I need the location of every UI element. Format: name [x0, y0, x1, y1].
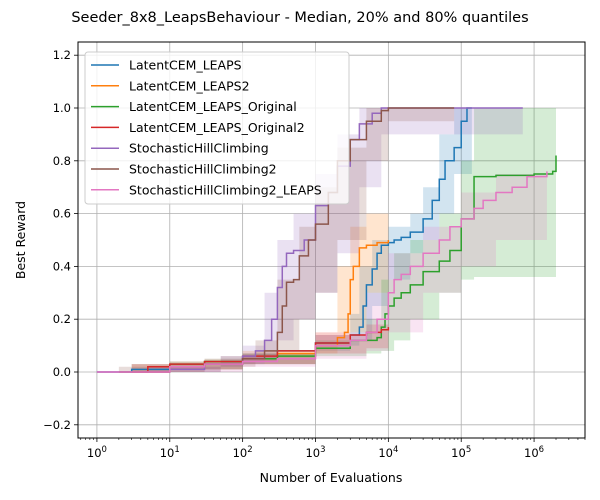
y-tick-label: 0.8 [53, 154, 71, 168]
x-axis-ticks: 100 101 102 103 104 105 106 [80, 438, 586, 460]
x-tick-label: 104 [378, 445, 398, 460]
legend-label: StochasticHillClimbing2 [129, 162, 277, 177]
x-tick-label: 100 [87, 445, 107, 460]
legend-label: LatentCEM_LEAPS_Original [129, 99, 297, 114]
y-tick-label: 1.2 [53, 48, 71, 62]
y-tick-label: 0.6 [53, 207, 71, 221]
y-tick-label: 0.0 [53, 365, 71, 379]
band-stochastichillclimbing2 [118, 108, 455, 372]
legend-frame [84, 51, 350, 205]
y-axis-ticks: −0.2 0.0 0.2 0.4 0.6 0.8 1.0 1.2 [43, 48, 78, 432]
x-tick-label: 105 [451, 445, 471, 460]
x-tick-label: 102 [233, 445, 253, 460]
legend-label: StochasticHillClimbing2_LEAPS [129, 182, 322, 197]
legend-label: LatentCEM_LEAPS [129, 58, 242, 73]
legend-label: StochasticHillClimbing [129, 141, 269, 156]
series-line-stochastichillclimbing2-leaps [96, 171, 548, 373]
y-tick-label: −0.2 [43, 418, 71, 432]
chart-title: Seeder_8x8_LeapsBehaviour - Median, 20% … [71, 10, 528, 26]
band-latentcem-leaps2 [131, 213, 389, 372]
x-axis-label: Number of Evaluations [260, 470, 403, 485]
median-lines [96, 107, 557, 373]
plot-frame [77, 41, 586, 439]
legend-label: LatentCEM_LEAPS_Original2 [129, 120, 305, 135]
x-tick-label: 106 [524, 445, 544, 460]
band-latentcem-leaps-original [169, 108, 557, 370]
y-tick-label: 0.2 [53, 312, 71, 326]
band-stochastichillclimbing [147, 108, 523, 372]
band-latentcem-leaps [131, 108, 472, 372]
y-axis-label: Best Reward [13, 201, 28, 279]
y-tick-label: 0.4 [53, 259, 71, 273]
series-line-stochastichillclimbing2 [118, 107, 455, 373]
legend: LatentCEM_LEAPS LatentCEM_LEAPS2 LatentCEM… [84, 51, 350, 205]
legend-label: LatentCEM_LEAPS2 [129, 78, 250, 93]
band-stochastichillclimbing2-leaps [169, 160, 547, 372]
x-tick-label: 101 [160, 445, 180, 460]
x-tick-label: 103 [305, 445, 325, 460]
y-tick-label: 1.0 [53, 101, 71, 115]
